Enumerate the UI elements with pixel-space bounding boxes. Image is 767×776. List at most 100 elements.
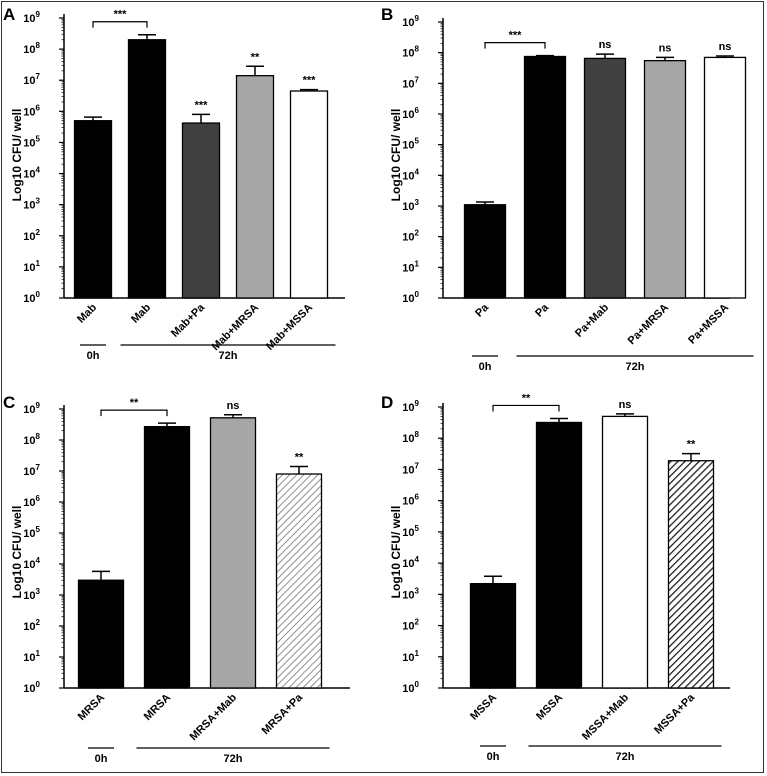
y-tick-label: 109 [402,399,419,414]
significance-label: ** [522,392,531,404]
y-tick-label: 103 [402,586,419,601]
group-label: 72h [626,361,645,373]
y-tick-label: 107 [402,75,419,90]
x-tick-label: MRSA+Pa [260,691,306,737]
significance-label: ns [719,41,732,53]
significance-label: *** [509,30,523,42]
x-tick-label: MSSA+Mab [580,691,631,742]
bar [463,204,507,299]
y-tick-label: 101 [402,259,419,274]
y-tick-label: 106 [402,106,419,121]
y-tick-label: 102 [402,229,419,244]
y-tick-label: 109 [23,10,40,25]
bar [289,90,329,299]
bar [181,122,221,299]
panel-d: D Log10 CFU/ well 100 101 102 103 104 105 106 1… [381,392,730,763]
significance-label: ns [227,400,240,412]
y-tick-label: 108 [23,432,40,447]
x-tick-label: Pa [533,301,552,320]
y-tick-label: 105 [402,137,419,152]
bar [235,75,275,299]
bar [127,39,167,299]
panel-label-b: B [381,5,393,24]
group-label: 72h [219,350,238,362]
significance-label: ** [130,397,139,409]
y-tick-label: 101 [23,649,40,664]
significance-label: *** [303,75,317,87]
y-axis-title: Log10 CFU/ well [389,109,403,202]
bar [523,55,567,299]
x-tick-label: MRSA [142,692,173,723]
group-label: 72h [224,753,243,765]
x-tick-label: Pa+MSSA [686,302,731,347]
panel-b: B Log10 CFU/ well 100 101 102 103 104 105 106 1… [381,5,754,373]
y-axis-title: Log10 CFU/ well [10,506,24,599]
x-tick-label: Pa [473,301,492,320]
bar [601,415,649,689]
y-tick-label: 109 [23,401,40,416]
group-label: 0h [479,361,492,373]
significance-label: *** [195,99,209,111]
panel-label-d: D [381,393,393,412]
significance-label: ns [599,39,612,51]
bar [73,120,113,299]
y-tick-label: 106 [23,103,40,118]
y-axis-title: Log10 CFU/ well [10,109,24,202]
panel-label-c: C [3,393,15,412]
x-tick-label: Mab [129,301,153,325]
y-tick-label: 106 [23,494,40,509]
y-tick-label: 105 [23,525,40,540]
y-tick-label: 101 [23,259,40,274]
y-axis-title: Log10 CFU/ well [389,506,403,599]
comparison-bracket [492,404,560,412]
x-tick-label: Pa+Mab [573,301,611,339]
significance-label: ** [251,51,260,63]
y-tick-label: 105 [402,524,419,539]
y-tick-label: 100 [402,290,419,305]
y-tick-label: 103 [402,198,419,213]
x-tick-label: MRSA+Mab [188,691,240,743]
y-tick-label: 107 [23,463,40,478]
bar [143,425,191,689]
y-tick-label: 100 [23,680,40,695]
y-tick-label: 108 [402,45,419,60]
y-tick-label: 103 [23,197,40,212]
significance-label: ns [659,42,672,54]
x-tick-label: MRSA [76,692,107,723]
comparison-bracket [100,409,168,417]
x-tick-label: MSSA [468,692,499,723]
significance-label: ns [619,399,632,411]
significance-label: *** [114,9,128,21]
group-label: 0h [95,753,108,765]
significance-label: ** [295,451,304,463]
group-label: 0h [487,751,500,763]
y-tick-label: 109 [402,14,419,29]
y-tick-label: 103 [23,587,40,602]
panel-c: C Log10 CFU/ well 100 101 102 103 104 105 106 1… [3,393,350,765]
y-tick-label: 108 [402,430,419,445]
group-label: 0h [87,350,100,362]
y-tick-label: 104 [23,556,40,571]
x-tick-label: MSSA+Pa [652,691,698,737]
x-tick-label: MSSA [534,692,565,723]
bar [643,59,687,299]
y-tick-label: 108 [23,41,40,56]
bar [667,460,715,689]
panel-label-a: A [3,5,15,24]
bar [209,417,257,689]
y-tick-label: 102 [23,618,40,633]
y-tick-label: 104 [402,555,419,570]
comparison-bracket [92,21,148,28]
x-tick-label: Mab [75,301,99,325]
x-tick-label: Pa+MRSA [626,302,671,347]
group-label: 72h [616,751,635,763]
bar [77,579,125,689]
y-tick-label: 102 [402,618,419,633]
bar [535,421,583,689]
x-tick-label: Mab+Pa [169,301,208,340]
bar [703,56,747,299]
y-tick-label: 100 [402,680,419,695]
y-tick-label: 105 [23,134,40,149]
